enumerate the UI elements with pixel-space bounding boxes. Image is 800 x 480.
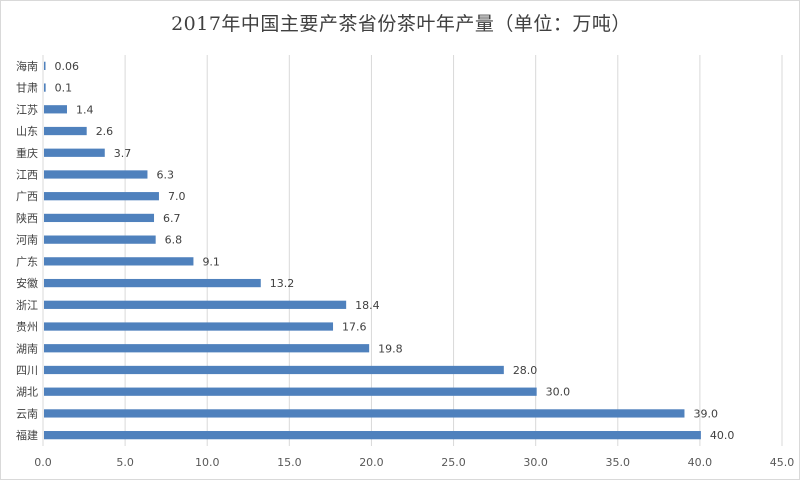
x-tick-label: 0.0 [34,456,52,469]
x-tick-label: 15.0 [277,456,302,469]
data-label: 30.0 [546,386,571,399]
category-label: 湖南 [16,342,38,355]
data-label: 17.6 [342,321,367,334]
category-label: 甘肃 [16,82,38,95]
data-label: 0.06 [55,60,80,73]
bar [44,192,159,201]
data-label: 2.6 [96,125,114,138]
bar [44,278,261,288]
bar [44,365,504,375]
bar [44,105,67,114]
data-label: 40.0 [710,429,735,442]
bar [44,409,685,418]
x-tick-label: 35.0 [606,456,631,469]
x-tick-label: 5.0 [116,456,134,469]
x-tick-label: 25.0 [441,456,466,469]
data-label: 39.0 [693,407,718,420]
category-label: 安徽 [16,276,38,290]
category-label: 福建 [16,428,38,442]
x-tick-label: 10.0 [195,456,220,469]
data-label: 9.1 [202,255,220,268]
bar [44,235,156,244]
category-label: 山东 [16,125,38,138]
bar [44,344,370,353]
bar [44,61,46,70]
data-label: 28.0 [513,364,538,377]
x-tick-label: 40.0 [688,456,713,469]
bar [44,126,87,136]
labels: 0.0 5.0 10.0 15.0 20.0 25.0 30.0 35.0 40.0 45.0 海南… [16,59,794,469]
bar [44,170,148,179]
data-label: 7.0 [168,190,186,203]
category-label: 河南 [16,234,38,247]
category-label: 陕西 [16,211,38,225]
data-label: 0.1 [55,82,73,95]
category-label: 广东 [16,255,38,268]
data-label: 13.2 [270,277,295,290]
bar [44,148,105,157]
bar [44,322,334,331]
category-label: 浙江 [16,299,38,312]
category-label: 江苏 [16,103,38,116]
data-label: 1.4 [76,103,94,116]
bar [44,257,194,266]
category-label: 云南 [16,407,38,420]
category-label: 四川 [16,364,38,377]
data-label: 6.8 [165,234,183,247]
category-label: 广西 [16,190,38,203]
bar [44,431,701,440]
x-tick-label: 45.0 [770,456,795,469]
category-label: 湖北 [16,386,38,399]
category-label: 江西 [16,168,38,181]
chart-title: 2017年中国主要产茶省份茶叶年产量（单位：万吨） [171,13,631,35]
bar [44,213,155,223]
x-tick-label: 20.0 [359,456,384,469]
bar [44,83,46,92]
bars [44,61,701,440]
data-label: 19.8 [378,342,403,355]
data-label: 18.4 [355,299,380,312]
data-label: 6.7 [163,212,181,225]
category-label: 重庆 [16,146,38,160]
bar [44,387,537,396]
category-label: 海南 [16,59,38,73]
data-label: 6.3 [156,168,174,181]
gridlines [42,55,783,446]
data-label: 3.7 [114,147,132,160]
category-label: 贵州 [16,321,38,334]
bar [44,300,347,309]
x-tick-label: 30.0 [523,456,548,469]
